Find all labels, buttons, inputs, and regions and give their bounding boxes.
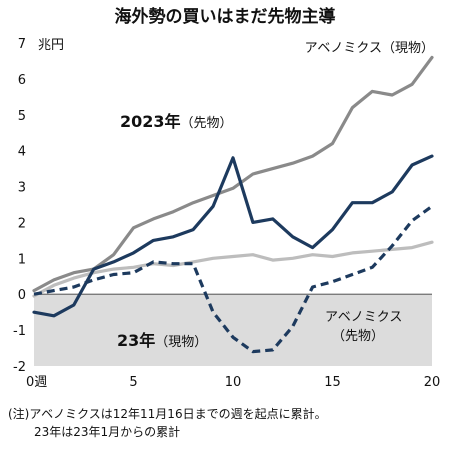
label-abenomics-spot: アベノミクス（現物） (305, 41, 434, 56)
footnote-line-1: (注)アベノミクスは12年11月16日までの週を起点に累計。 (8, 407, 327, 421)
y-tick-label: 3 (18, 181, 26, 196)
y-tick-label: 1 (18, 252, 26, 267)
chart-title: 海外勢の買いはまだ先物主導 (115, 6, 336, 27)
y-tick-label: 5 (18, 109, 26, 124)
series-line-0 (32, 55, 434, 293)
x-tick-label: 10 (225, 375, 242, 390)
label-2023-futures-suffix: （先物） (181, 116, 233, 131)
y-tick-label: 0 (18, 288, 26, 303)
label-2023-futures: 2023年（先物） (120, 112, 233, 131)
label-23-spot: 23年（現物） (117, 331, 207, 350)
series-line-2 (33, 205, 433, 354)
y-tick-label: 6 (18, 73, 26, 88)
x-axis-ticks: 0週 5 10 15 20 (26, 375, 440, 390)
series-line-3 (32, 240, 434, 298)
series-group (32, 55, 434, 354)
label-23-spot-suffix: （現物） (155, 335, 207, 350)
negative-area-shading (34, 294, 432, 366)
y-axis-ticks: 7 6 5 4 3 2 1 0 -1 -2 (13, 37, 26, 375)
y-tick-label: 7 (18, 37, 26, 52)
x-tick-label: 20 (424, 375, 441, 390)
label-23-spot-year: 23年 (117, 331, 155, 350)
x-tick-label: 0週 (26, 375, 47, 390)
x-tick-label: 15 (324, 375, 341, 390)
footnote-line-2: 23年は23年1月からの累計 (34, 425, 181, 439)
y-tick-label: -1 (13, 324, 26, 339)
label-abenomics-futures-line2: （先物） (332, 329, 384, 344)
y-axis-unit-label: 兆円 (38, 38, 64, 53)
label-2023-futures-year: 2023年 (120, 112, 181, 131)
y-tick-label: -2 (13, 360, 26, 375)
x-tick-label: 5 (129, 375, 137, 390)
series-line-1 (32, 154, 434, 318)
y-tick-label: 2 (18, 216, 26, 231)
y-tick-label: 4 (18, 145, 26, 160)
label-abenomics-futures-line1: アベノミクス (325, 310, 402, 325)
